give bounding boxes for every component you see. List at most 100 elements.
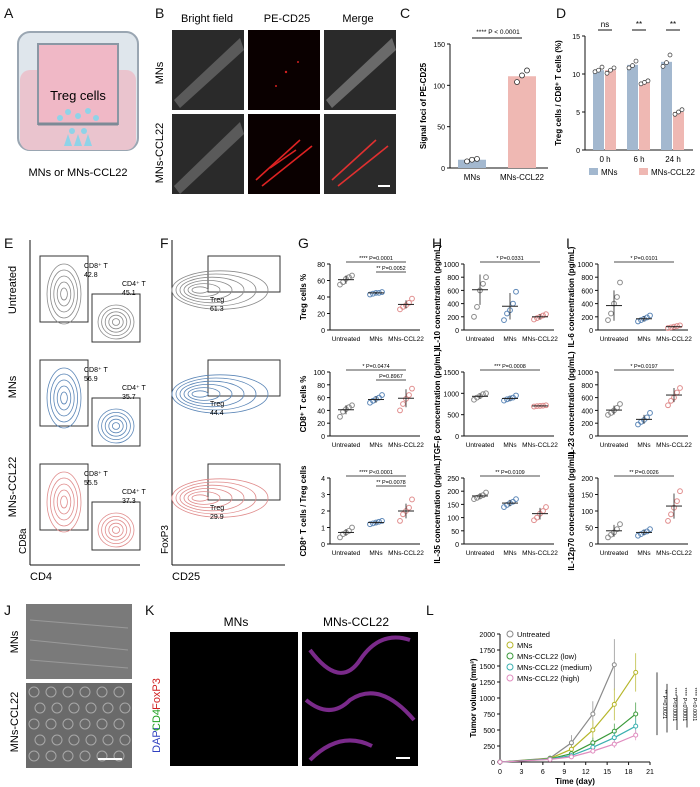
- f-yaxis-label: FoxP3: [160, 525, 171, 554]
- sem-cell: [79, 750, 91, 762]
- y-tick-label: 60: [317, 396, 325, 403]
- y-tick-label: 0: [576, 148, 580, 155]
- data-point: [367, 521, 373, 528]
- series-point: [568, 746, 574, 752]
- e-row-ccl22: MNs-CCL22: [7, 457, 19, 518]
- gate-cd8-label: CD8⁺ T: [84, 263, 109, 270]
- bar: [673, 112, 684, 150]
- bar-point: [611, 65, 617, 71]
- y-tick-label: 50: [437, 125, 445, 132]
- y-tick-label: 400: [581, 408, 593, 415]
- panel-a-transwell: Treg cells MNs or MNs-CCL22: [17, 31, 139, 179]
- bar-point: [660, 64, 666, 69]
- series-point: [633, 669, 639, 675]
- series-point: [611, 741, 617, 747]
- sig-label: ** P=0.0078: [376, 480, 406, 486]
- data-point: [480, 280, 486, 287]
- bar-point: [664, 60, 669, 65]
- data-point: [668, 511, 674, 518]
- sem-cell: [79, 718, 91, 730]
- panel-b-microscopy: Bright field PE-CD25 Merge MNs MNs-CCL22: [154, 13, 396, 194]
- data-point: [540, 312, 546, 319]
- y-axis-label: TGF-β concentration (pg/mL): [433, 349, 442, 460]
- sig-label: * P=0.0474: [362, 364, 389, 370]
- data-point: [483, 274, 489, 281]
- y-tick-label: 600: [581, 288, 593, 295]
- y-tick-label: 200: [447, 489, 459, 496]
- data-point: [501, 317, 507, 324]
- x-tick-label: MNs-CCL22: [656, 442, 692, 449]
- x-tick-label: MNs: [369, 550, 383, 557]
- legend-label: MNs-CCL22 (high): [517, 674, 580, 683]
- contour-cd8: [56, 489, 72, 515]
- y-tick-label: 800: [581, 275, 593, 282]
- data-point: [504, 396, 510, 403]
- y-tick-label: 0: [589, 542, 593, 549]
- legend-label: MNs: [601, 168, 617, 177]
- contour-treg: [179, 276, 245, 304]
- x-tick-label: MNs-CCL22: [388, 336, 424, 343]
- e-yaxis-label: CD8a: [18, 528, 29, 554]
- sem-cell: [102, 702, 114, 714]
- data-point: [370, 290, 376, 297]
- gate-cd4-box: [91, 397, 141, 447]
- bar-point: [599, 64, 605, 70]
- bar: [661, 61, 672, 151]
- y-tick-label: 4: [321, 476, 325, 483]
- y-tick-label: 1000: [577, 262, 593, 269]
- data-point: [510, 300, 516, 307]
- contour-treg: [175, 273, 257, 307]
- series-point: [611, 735, 617, 741]
- data-point: [674, 389, 680, 396]
- bar-point: [464, 158, 470, 165]
- sem-cell: [62, 686, 74, 698]
- sig-label: **** P<0.0001: [359, 470, 393, 476]
- f-xaxis-label: CD25: [172, 571, 200, 583]
- series-line: [499, 734, 636, 763]
- chart-l: 0 250 500 750 1000 1250 1500 1750 2000 Tumor volu…: [469, 630, 697, 786]
- gate-treg-value: 44.4: [210, 410, 224, 417]
- y-tick-label: 200: [581, 476, 593, 483]
- sig-label: ** P=0.0109: [495, 470, 525, 476]
- series-point: [611, 662, 617, 668]
- panel-letter-k: K: [145, 602, 155, 618]
- sem-cell: [85, 702, 97, 714]
- gate-cd8-label: CD8⁺ T: [84, 367, 109, 374]
- bar-point: [626, 65, 632, 71]
- data-point: [406, 299, 412, 306]
- gate-cd8-box: [39, 463, 89, 531]
- sem-cell: [28, 686, 40, 698]
- data-point: [647, 526, 653, 533]
- contour-treg: [191, 286, 209, 294]
- panel-letter-i: I: [566, 235, 570, 251]
- y-tick-label: 0: [455, 328, 459, 335]
- data-point: [668, 324, 674, 331]
- gate-cd4-label: CD4⁺ T: [122, 281, 147, 288]
- contour-cd4: [104, 311, 128, 333]
- legend-swatch: [589, 168, 598, 175]
- y-tick-label: 800: [447, 275, 459, 282]
- gate-cd8-value: 55.5: [84, 480, 98, 487]
- contour-cd4: [112, 422, 121, 430]
- y-tick-label: 3: [321, 493, 325, 500]
- data-point: [400, 401, 406, 407]
- bar-point: [679, 107, 685, 113]
- y-tick-label: 0: [491, 760, 495, 767]
- contour-treg: [179, 380, 245, 408]
- x-tick-label: 6 h: [633, 155, 644, 164]
- legend-marker: [506, 630, 514, 638]
- contour-treg: [187, 283, 221, 297]
- contour-cd4: [108, 418, 124, 434]
- y-tick-label: 500: [447, 413, 459, 420]
- gate-cd4-value: 35.7: [122, 394, 136, 401]
- panel-letter-d: D: [556, 5, 566, 21]
- k-ylabel: DAPI CD4 FoxP3: [151, 678, 163, 753]
- data-point: [647, 410, 653, 416]
- y-tick-label: 500: [483, 728, 495, 735]
- y-tick-label: 0: [455, 542, 459, 549]
- data-point: [677, 322, 683, 329]
- sem-cell: [96, 686, 108, 698]
- contour-treg: [183, 487, 233, 508]
